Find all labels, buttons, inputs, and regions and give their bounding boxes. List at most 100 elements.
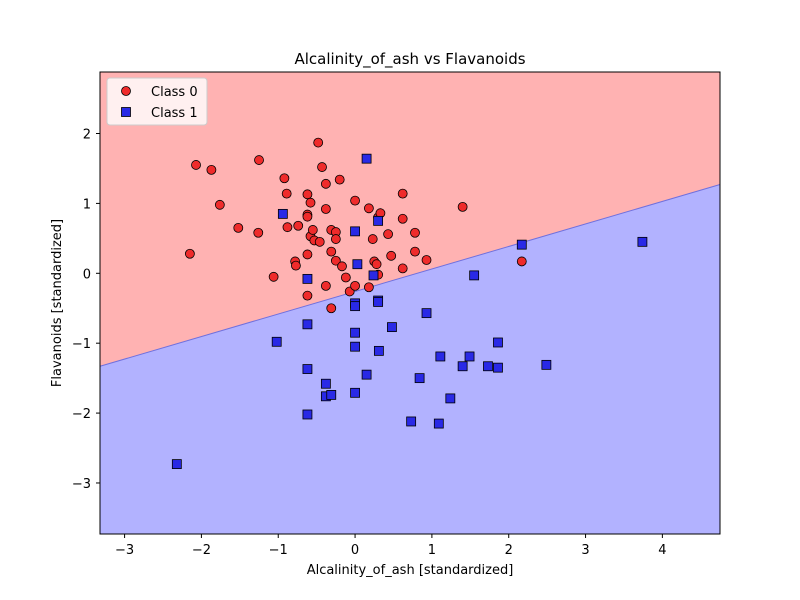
x-tick-label: −2: [192, 543, 211, 558]
point-class-0: [191, 160, 201, 170]
region-class-0: [100, 72, 720, 367]
point-class-0: [397, 213, 408, 224]
point-class-0: [337, 261, 347, 272]
point-class-0: [302, 249, 313, 260]
point-class-1: [361, 369, 372, 380]
legend: Class 0 Class 1: [106, 77, 208, 126]
point-class-0: [320, 204, 331, 214]
point-class-1: [350, 226, 360, 237]
point-class-0: [320, 178, 331, 189]
point-class-0: [317, 162, 327, 172]
point-class-0: [410, 227, 420, 238]
legend-box: [106, 77, 208, 126]
point-class-1: [302, 364, 313, 374]
point-class-0: [253, 227, 264, 238]
point-class-0: [293, 220, 304, 231]
point-class-1: [637, 236, 648, 247]
point-class-0: [326, 303, 337, 314]
point-class-1: [373, 297, 384, 307]
point-class-1: [373, 215, 384, 226]
point-class-1: [457, 361, 468, 372]
x-tick-label: 4: [658, 543, 666, 558]
point-class-0: [457, 201, 468, 212]
point-class-1: [277, 208, 288, 219]
point-class-0: [371, 259, 382, 270]
point-class-1: [271, 336, 282, 347]
point-class-1: [302, 273, 313, 284]
point-class-1: [387, 322, 397, 333]
region-class-1: [100, 184, 720, 535]
point-class-0: [397, 263, 408, 274]
y-tick-label: 2: [83, 128, 91, 143]
point-class-1: [435, 351, 446, 362]
point-class-0: [214, 199, 225, 210]
x-tick-label: −3: [115, 543, 134, 558]
point-class-0: [320, 280, 331, 291]
point-class-0: [367, 234, 378, 244]
point-class-0: [305, 197, 316, 208]
point-class-0: [281, 188, 292, 199]
point-class-1: [350, 387, 360, 398]
point-class-1: [493, 337, 503, 348]
point-class-0: [326, 246, 337, 257]
point-class-1: [171, 459, 182, 470]
legend-label-class-0: Class 0: [151, 85, 198, 100]
point-class-0: [314, 236, 325, 247]
x-tick-label: 3: [581, 543, 589, 558]
data-points: [171, 137, 648, 470]
point-class-0: [302, 211, 313, 222]
point-class-1: [433, 418, 444, 429]
x-axis-ticks: −3 −2 −1 0 1 2 3 4: [115, 534, 667, 558]
point-class-0: [206, 164, 217, 175]
point-class-1: [326, 390, 337, 400]
y-axis-label: Flavanoids [standardized]: [50, 219, 65, 387]
point-class-0: [233, 222, 244, 233]
y-tick-label: −1: [72, 337, 91, 352]
x-axis-label: Alcalinity_of_ash [standardized]: [307, 563, 514, 578]
point-class-1: [320, 378, 331, 389]
point-class-0: [350, 280, 360, 291]
x-tick-label: 2: [505, 543, 513, 558]
decision-regions: [99, 72, 721, 535]
point-class-0: [302, 189, 313, 200]
point-class-0: [282, 222, 293, 233]
point-class-1: [352, 259, 363, 270]
point-class-0: [184, 248, 195, 259]
point-class-0: [516, 256, 527, 267]
point-class-0: [302, 290, 313, 301]
point-class-1: [350, 341, 360, 352]
point-class-1: [361, 153, 372, 164]
axes-frame: [99, 71, 721, 535]
point-class-0: [334, 174, 345, 185]
point-class-1: [469, 270, 480, 281]
legend-marker-class-1: [121, 107, 131, 117]
point-class-1: [493, 362, 503, 373]
point-class-0: [313, 137, 324, 148]
point-class-1: [373, 345, 384, 356]
point-class-0: [330, 234, 341, 244]
point-class-0: [279, 173, 290, 184]
point-class-0: [291, 260, 301, 271]
point-class-0: [410, 246, 420, 257]
point-class-1: [464, 351, 475, 362]
point-class-1: [445, 393, 456, 404]
y-tick-label: −2: [72, 407, 91, 422]
y-tick-label: 1: [83, 197, 91, 212]
point-class-0: [386, 250, 397, 261]
point-class-1: [350, 327, 360, 338]
x-tick-label: 0: [351, 543, 359, 558]
y-tick-label: −3: [72, 477, 91, 492]
point-class-1: [516, 239, 527, 250]
point-class-1: [483, 361, 493, 372]
point-class-1: [406, 416, 417, 427]
point-class-0: [307, 225, 318, 235]
point-class-0: [383, 229, 394, 240]
point-class-1: [302, 319, 313, 330]
point-class-0: [363, 203, 374, 214]
point-class-1: [541, 359, 552, 370]
point-class-0: [397, 188, 408, 199]
point-class-0: [254, 155, 264, 165]
point-class-1: [368, 270, 379, 281]
